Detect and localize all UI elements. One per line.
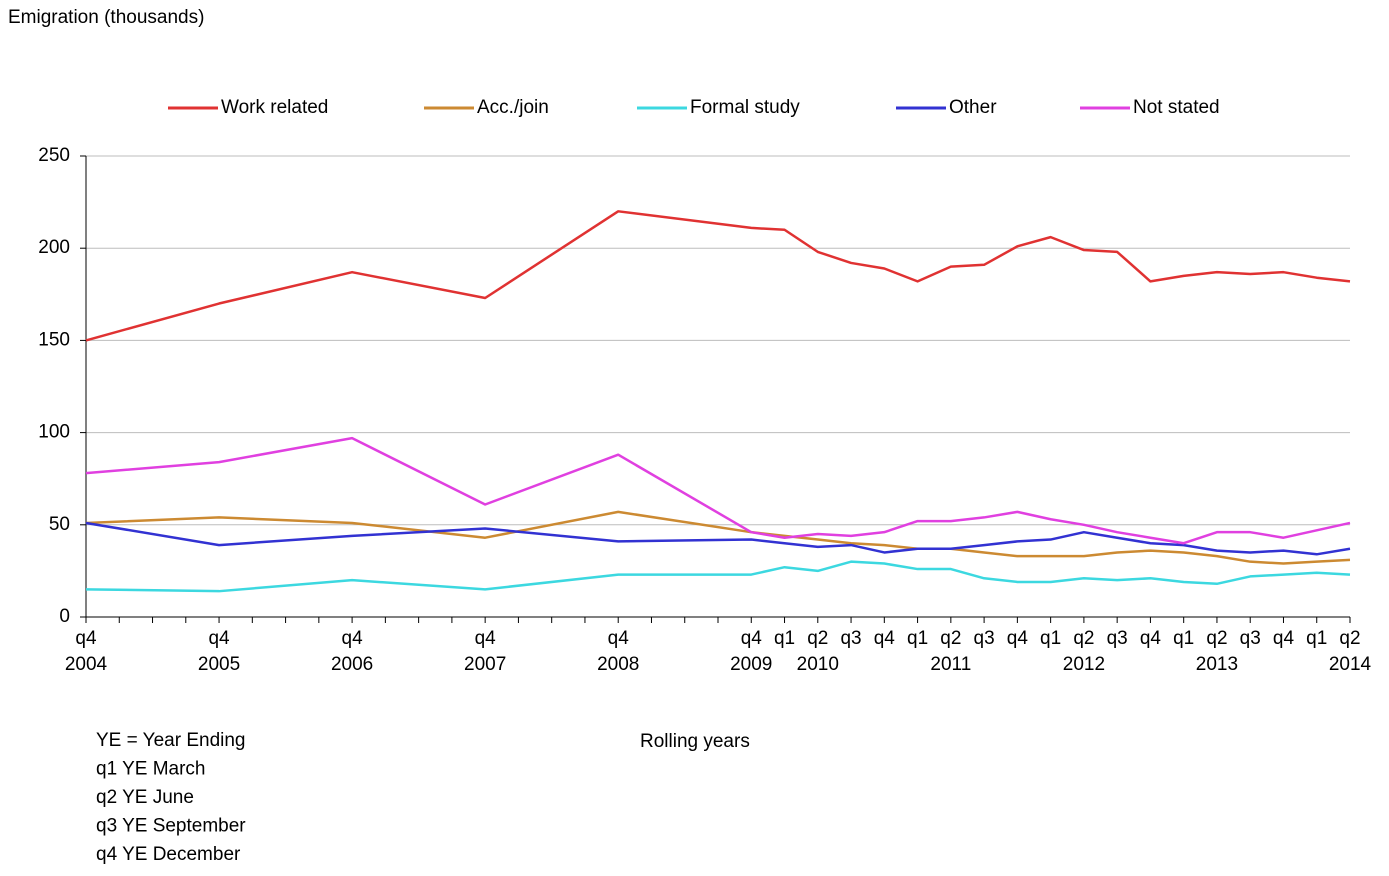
y-tick-label: 50 [49,514,70,535]
x-tick-label: q4 [1140,628,1162,649]
y-tick-label: 100 [38,422,70,443]
note: YE = Year Ending [96,730,246,751]
legend-label: Formal study [690,97,800,118]
y-tick-label: 200 [38,237,70,258]
x-tick-label: q4 [342,628,364,649]
y-tick-label: 150 [38,329,70,350]
note: q2 YE June [96,787,194,808]
note: q4 YE December [96,844,241,865]
chart-title: Emigration (thousands) [8,7,204,28]
x-tick-label: q3 [974,628,995,649]
legend-label: Other [949,97,997,118]
y-tick-label: 0 [59,606,70,627]
x-tick-label: q4 [475,628,497,649]
legend-label: Not stated [1133,97,1220,118]
x-tick-label: q4 [874,628,896,649]
legend-label: Acc./join [477,97,549,118]
x-axis-label: Rolling years [640,731,750,752]
x-tick-label: q4 [75,628,97,649]
x-year-label: 2014 [1329,654,1372,675]
x-tick-label: q2 [1339,628,1360,649]
x-year-label: 2010 [797,654,839,675]
x-tick-label: q3 [1240,628,1261,649]
x-tick-label: q4 [608,628,630,649]
x-tick-label: q4 [1007,628,1029,649]
x-year-label: 2009 [730,654,772,675]
x-tick-label: q2 [1073,628,1094,649]
x-tick-label: q2 [940,628,961,649]
x-tick-label: q1 [1040,628,1061,649]
x-tick-label: q3 [1107,628,1128,649]
series-line [85,436,1351,545]
x-year-label: 2012 [1063,654,1105,675]
x-tick-label: q1 [1306,628,1327,649]
series-line [85,510,1351,565]
x-tick-label: q4 [1273,628,1295,649]
x-year-label: 2011 [930,654,971,675]
x-year-label: 2008 [597,654,639,675]
x-year-label: 2005 [198,654,240,675]
x-tick-label: q1 [774,628,795,649]
x-tick-label: q4 [741,628,763,649]
series-line [85,560,1351,593]
x-year-label: 2007 [464,654,506,675]
x-year-label: 2006 [331,654,373,675]
x-year-label: 2004 [65,654,108,675]
note: q3 YE September [96,816,246,837]
x-tick-label: q3 [840,628,861,649]
x-tick-label: q4 [208,628,230,649]
x-tick-label: q1 [1173,628,1194,649]
series-line [85,210,1351,342]
note: q1 YE March [96,759,205,780]
x-year-label: 2013 [1196,654,1238,675]
x-tick-label: q2 [807,628,828,649]
y-tick-label: 250 [38,145,70,166]
series-line [85,521,1351,556]
x-tick-label: q2 [1206,628,1227,649]
x-tick-label: q1 [907,628,928,649]
legend-label: Work related [221,97,328,118]
